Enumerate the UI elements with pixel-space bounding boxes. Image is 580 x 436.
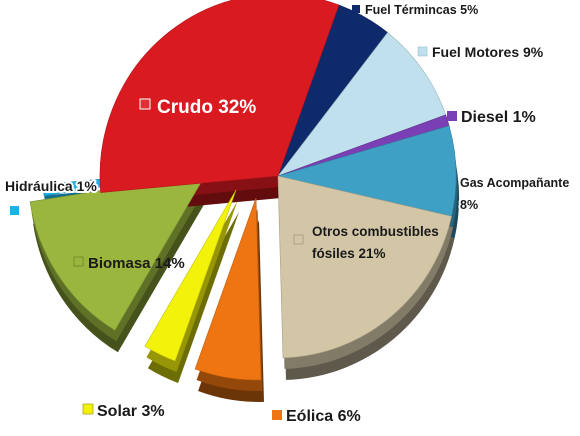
label-text-gas-acompanante: Gas Acompañante 8% <box>460 176 569 212</box>
slice-gas-acompanante <box>276 125 457 217</box>
label-otros-combustibles: Otros combustibles fósiles 21% <box>293 224 439 261</box>
label-crudo: Crudo 32% <box>139 97 256 118</box>
label-text-biomasa: Biomasa 14% <box>88 255 185 272</box>
label-text-fuel-motores: Fuel Motores 9% <box>432 44 544 60</box>
legend-swatch-eolica <box>272 410 282 420</box>
legend-swatch-gas-acompanante <box>446 177 454 185</box>
label-text-otros-combustibles: Otros combustibles fósiles 21% <box>312 224 439 261</box>
label-text-fuel-terminicas: Fuel Términcas 5% <box>365 3 478 17</box>
label-fuel-motores: Fuel Motores 9% <box>417 42 546 62</box>
label-text-eolica: Eólica 6% <box>286 408 361 425</box>
legend-swatch-diesel <box>447 111 457 121</box>
label-hidraulica: Hidráulica 1% <box>3 176 99 215</box>
label-text-diesel: Diesel 1% <box>461 109 536 126</box>
label-gas-acompanante: Gas Acompañante 8% <box>446 174 571 214</box>
slice-solar <box>144 189 237 362</box>
label-text-hidraulica: Hidráulica 1% <box>5 178 97 194</box>
legend-swatch-hidraulica <box>10 206 19 215</box>
slice-biomasa <box>29 173 207 331</box>
label-biomasa: Biomasa 14% <box>73 255 185 272</box>
legend-swatch-solar <box>82 403 94 415</box>
slice-eolica <box>194 197 262 381</box>
slice-otros-combustibles <box>277 175 452 359</box>
legend-swatch-otros-combustibles <box>293 234 304 245</box>
label-text-crudo: Crudo 32% <box>157 97 256 118</box>
legend-swatch-crudo <box>139 98 151 110</box>
slice-fuel-motores <box>277 32 447 177</box>
label-diesel: Diesel 1% <box>447 107 538 128</box>
label-solar: Solar 3% <box>82 401 167 422</box>
label-fuel-terminicas: Fuel Términcas 5% <box>352 1 480 19</box>
legend-swatch-fuel-terminicas <box>352 5 360 13</box>
label-eolica: Eólica 6% <box>272 406 363 427</box>
legend-swatch-fuel-motores <box>417 46 428 57</box>
label-text-solar: Solar 3% <box>97 403 165 420</box>
slice-tops <box>29 0 457 381</box>
legend-swatch-biomasa <box>73 256 84 267</box>
slice-crudo <box>99 0 340 193</box>
